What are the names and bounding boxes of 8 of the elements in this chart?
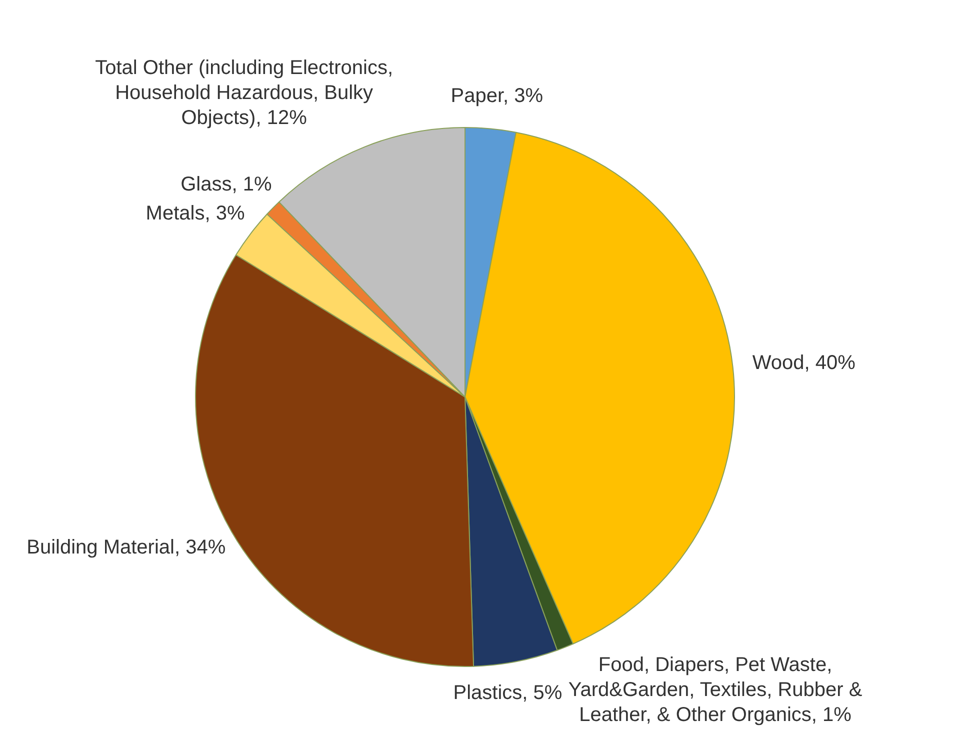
- slice-label: Plastics, 5%: [453, 682, 562, 704]
- slice-label: Building Material, 34%: [26, 536, 226, 559]
- slice-label: Food, Diapers, Pet Waste, Yard&Garden, Textiles, Rubber & Leather, & Other Organics, 1%: [568, 654, 863, 726]
- slice-label: Paper, 3%: [450, 84, 544, 107]
- slice-label: Total Other (including Electronics, Household Hazardous, Bulky Objects), 12%: [95, 56, 394, 129]
- slice-label: Metals, 3%: [146, 202, 245, 225]
- slice-label: Wood, 40%: [752, 352, 856, 374]
- slice-label: Glass, 1%: [180, 174, 272, 196]
